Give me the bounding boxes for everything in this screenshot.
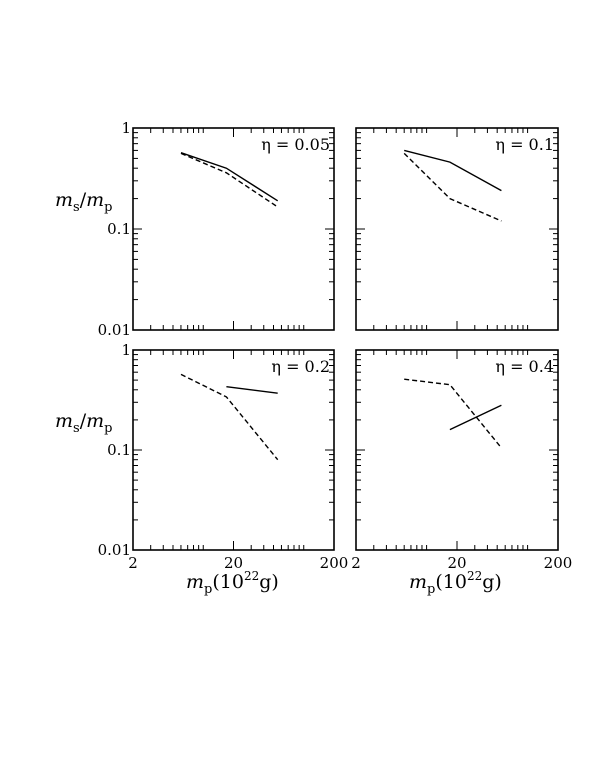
y-axis-labels: ms/mp ms/mp xyxy=(55,189,112,436)
y-tick-label: 1 xyxy=(121,341,131,359)
dashed-series-line xyxy=(180,152,279,208)
x-axis-label-col-2: mp(1022g) xyxy=(409,569,502,597)
eta-annotation: η = 0.1 xyxy=(495,135,554,154)
y-tick-label: 0.1 xyxy=(107,220,131,238)
y-tick-label: 0.1 xyxy=(107,441,131,459)
solid-series-line xyxy=(404,149,502,192)
x-axis-labels: mp(1022g) mp(1022g) xyxy=(186,569,502,597)
eta-annotation: η = 0.2 xyxy=(271,357,330,376)
x-tick-label: 20 xyxy=(224,554,243,572)
x-tick-label: 2 xyxy=(128,554,138,572)
x-tick-label: 20 xyxy=(447,554,466,572)
y-axis-label-row-1: ms/mp xyxy=(55,189,112,215)
panel-1: 0.01 0.1 1 η = 0.05 xyxy=(98,119,335,339)
plot-frame xyxy=(132,127,335,331)
eta-annotation: η = 0.05 xyxy=(261,135,330,154)
panel-3: 0.01 0.1 1 2 20 200 η = 0.2 xyxy=(98,341,349,572)
x-axis-label-col-1: mp(1022g) xyxy=(186,569,279,597)
x-tick-label: 2 xyxy=(351,554,361,572)
solid-series-line xyxy=(180,152,279,202)
plot-frame xyxy=(132,349,335,551)
panels: 0.01 0.1 1 η = 0.05 η = 0.1 0.01 0.1 1 2 20 200 η =… xyxy=(98,119,573,572)
panel-2: η = 0.1 xyxy=(355,127,559,331)
plot-frame xyxy=(355,349,559,551)
solid-series-line xyxy=(226,386,278,394)
y-axis-label-row-2: ms/mp xyxy=(55,410,112,436)
dashed-series-line xyxy=(404,378,502,449)
y-tick-label: 0.01 xyxy=(98,321,131,339)
x-tick-label: 200 xyxy=(320,554,349,572)
solid-series-line xyxy=(449,404,502,431)
panel-4: 2 20 200 η = 0.4 xyxy=(351,349,573,572)
plot-frame xyxy=(355,127,559,331)
y-tick-label: 1 xyxy=(121,119,131,137)
dashed-series-line xyxy=(180,373,279,461)
eta-annotation: η = 0.4 xyxy=(495,357,554,376)
x-tick-label: 200 xyxy=(544,554,573,572)
dashed-series-line xyxy=(403,152,502,222)
y-tick-label: 0.01 xyxy=(98,541,131,559)
